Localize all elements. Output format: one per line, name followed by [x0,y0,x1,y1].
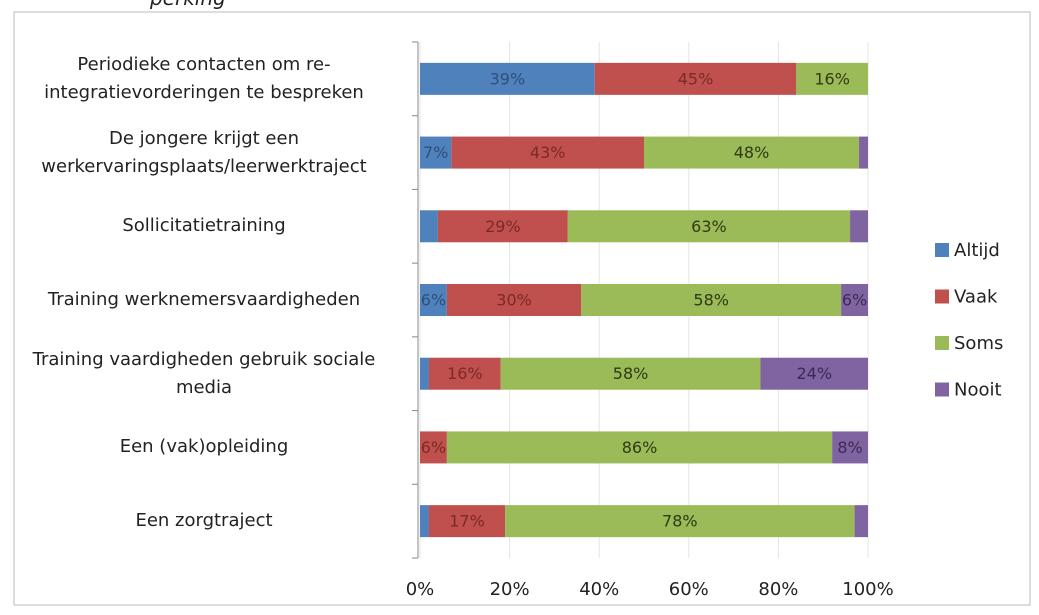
chart-title: perking [150,0,226,10]
data-label: 43% [530,143,566,162]
data-label: 29% [485,217,521,236]
bar-segment [567,210,851,243]
x-tick-label: 60% [669,579,709,600]
x-tick-label: 100% [842,579,893,600]
legend-swatch [935,243,949,257]
data-label: 7% [423,143,448,162]
x-tick-label: 40% [579,579,619,600]
x-tick-label: 20% [490,579,530,600]
legend-label: Nooit [954,380,1002,401]
bar-segment [420,284,447,316]
category-label: Een (vak)opleiding [119,436,289,458]
category-label: Periodieke contacten om re-integratievor… [44,53,364,103]
data-label: 45% [678,69,714,88]
bar-segment [859,136,868,169]
data-label: 16% [814,69,850,88]
data-label: 39% [490,69,526,88]
category-label: Sollicitatietraining [122,215,286,237]
bar-segment [500,357,761,390]
bar-segment [760,357,868,390]
data-label: 17% [449,512,485,531]
bar-segment [850,210,868,243]
data-label: 24% [796,364,832,383]
bar-segment [446,284,582,316]
bar-segment [832,431,868,464]
bar-segment [420,431,447,464]
legend-swatch [935,382,949,397]
data-label: 58% [613,364,649,383]
legend-label: Altijd [954,240,1000,261]
bar-segment [841,284,868,316]
legend-label: Vaak [954,287,998,308]
bar-segment [428,505,506,538]
legend-swatch [935,289,949,304]
data-label: 6% [421,291,446,310]
legend-swatch [935,336,949,350]
data-label: 30% [496,291,532,310]
bar-segment [420,210,438,243]
bar-segment [581,284,842,316]
data-label: 48% [734,143,770,162]
bar-segment [796,62,868,95]
x-tick-label: 80% [758,579,798,600]
bar-segment [854,505,868,538]
bar-segment [594,62,797,95]
bar-segment [420,136,452,169]
bar-segment [428,357,501,390]
legend-label: Soms [954,333,1003,354]
bar-segment [420,357,429,390]
category-label: Training vaardigheden gebruik sociale me… [32,348,376,398]
data-label: 8% [837,438,862,457]
bar-segment [505,505,855,538]
data-label: 63% [691,217,727,236]
x-tick-label: 0% [406,579,435,600]
chart-border [13,11,1031,606]
bar-segment [437,210,568,243]
data-label: 6% [421,438,446,457]
data-label: 78% [662,512,698,531]
bar-segment [446,431,833,464]
bar-segment [420,62,595,95]
category-label: De jongere krijgt een werkervaringsplaat… [41,127,367,177]
category-label: Training werknemersvaardigheden [47,289,361,310]
data-label: 16% [447,364,483,383]
data-label: 58% [693,291,729,310]
bar-segment [644,136,860,169]
data-label: 86% [622,438,658,457]
category-label: Een zorgtraject [135,510,273,532]
bar-segment [420,505,429,538]
bar-segment [451,136,644,169]
data-label: 6% [842,291,867,310]
